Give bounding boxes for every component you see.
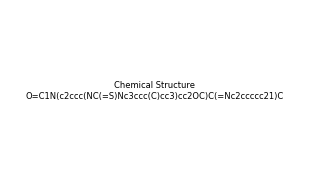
Text: Chemical Structure
O=C1N(c2ccc(NC(=S)Nc3ccc(C)cc3)cc2OC)C(=Nc2ccccc21)C: Chemical Structure O=C1N(c2ccc(NC(=S)Nc3…	[25, 81, 284, 101]
